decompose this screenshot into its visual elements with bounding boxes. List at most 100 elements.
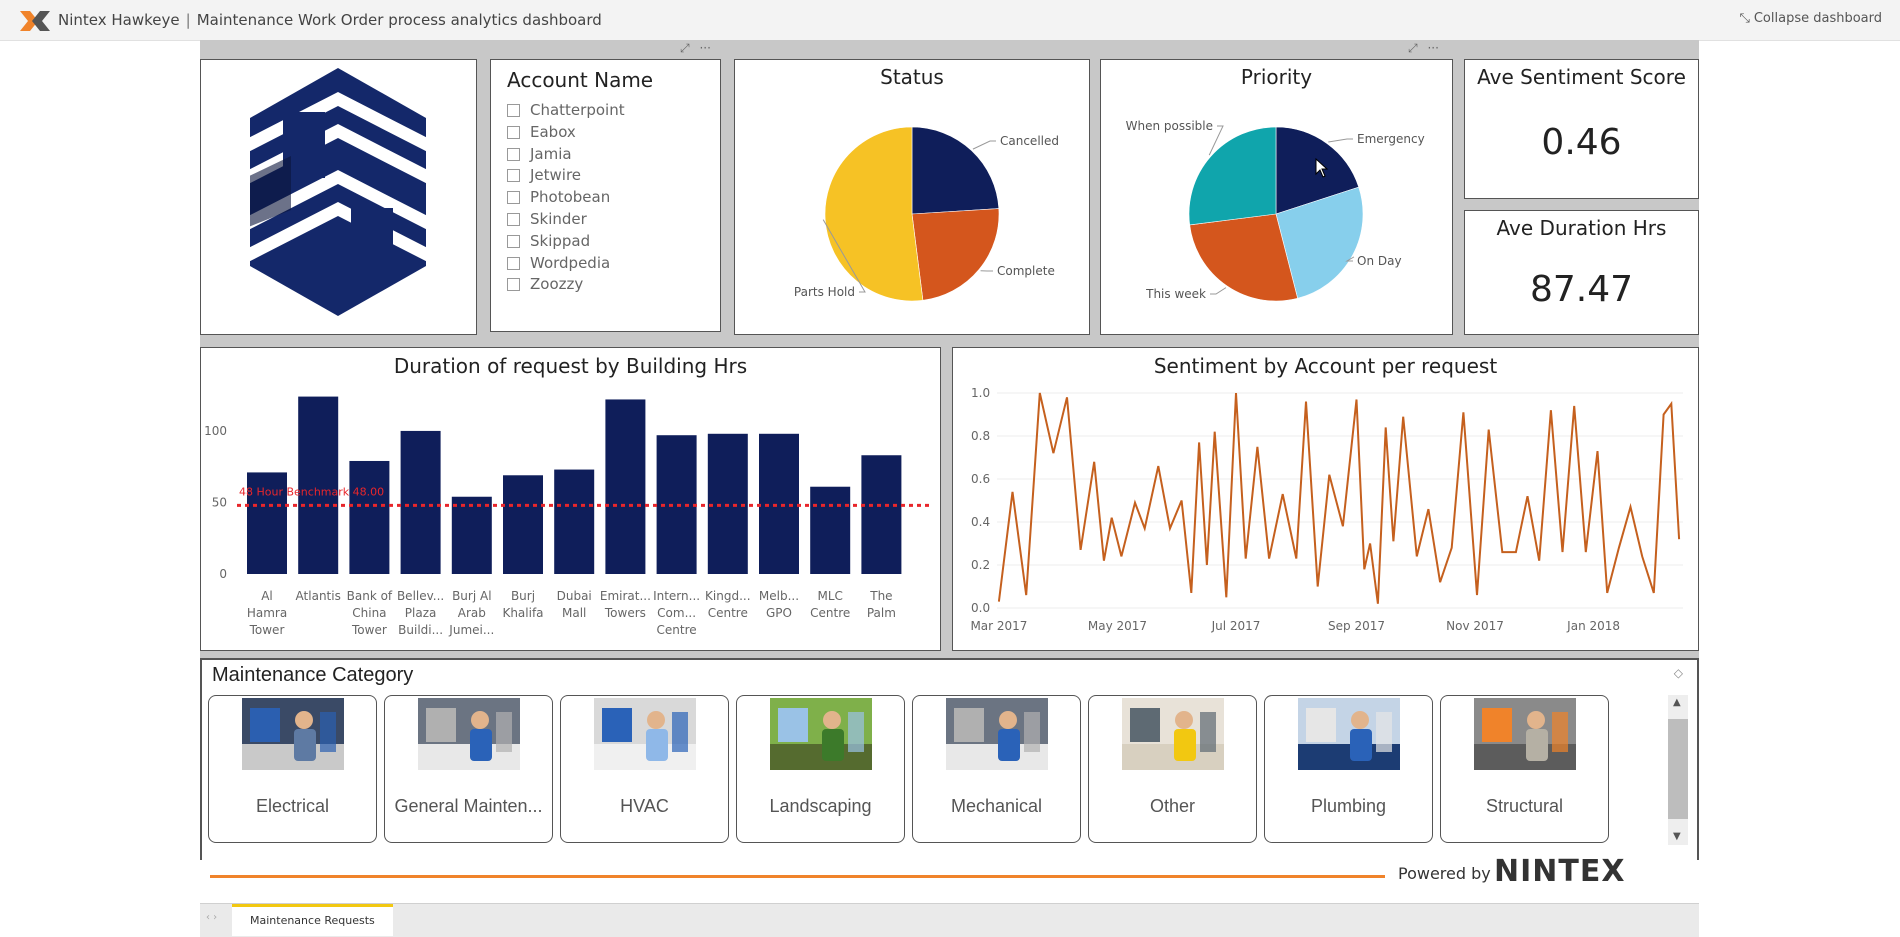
slicer-item-eabox[interactable]: Eabox — [507, 123, 576, 141]
category-label: HVAC — [561, 796, 728, 817]
x-tick-label: The — [869, 589, 892, 603]
status-leader-line — [973, 141, 996, 149]
footer-accent-line — [210, 875, 1385, 878]
category-card-general-mainten[interactable]: General Mainten... — [384, 695, 553, 843]
slicer-item-label: Skippad — [530, 232, 590, 250]
y-tick-label: 0.4 — [971, 515, 990, 529]
slicer-item-chatterpoint[interactable]: Chatterpoint — [507, 101, 625, 119]
status-slice-label: Parts Hold — [794, 285, 855, 299]
category-card-structural[interactable]: Structural — [1440, 695, 1609, 843]
category-card-hvac[interactable]: HVAC — [560, 695, 729, 843]
plumber-photo-icon — [1298, 698, 1400, 770]
bar[interactable] — [401, 431, 441, 574]
slicer-item-wordpedia[interactable]: Wordpedia — [507, 254, 610, 272]
category-card-other[interactable]: Other — [1088, 695, 1257, 843]
more-options-icon[interactable]: ··· — [1427, 41, 1438, 55]
bar[interactable] — [810, 487, 850, 574]
checkbox[interactable] — [507, 169, 520, 182]
x-tick-label: MLC — [817, 589, 842, 603]
scroll-thumb[interactable] — [1668, 719, 1688, 819]
x-tick-label: Burj Al — [452, 589, 491, 603]
x-tick-label: Burj — [511, 589, 535, 603]
slicer-item-skinder[interactable]: Skinder — [507, 210, 587, 228]
x-tick-label: Towers — [604, 606, 646, 620]
slicer-item-label: Chatterpoint — [530, 101, 625, 119]
category-label: Mechanical — [913, 796, 1080, 817]
slicer-item-photobean[interactable]: Photobean — [507, 188, 610, 206]
bar[interactable] — [349, 461, 389, 574]
eraser-icon[interactable]: ◇ — [1674, 666, 1683, 680]
priority-slice-when-possible[interactable] — [1189, 127, 1276, 225]
bar[interactable] — [503, 475, 543, 574]
checkbox[interactable] — [507, 278, 520, 291]
worker-photo-icon — [1122, 698, 1224, 770]
slicer-tile-tools: ⤢ ··· — [680, 41, 711, 56]
y-tick-label: 0.6 — [971, 472, 990, 486]
kpi-value: 0.46 — [1465, 122, 1698, 163]
nintex-wordmark: NINTEX — [1494, 854, 1625, 889]
y-tick-label: 0.8 — [971, 429, 990, 443]
slicer-item-label: Jetwire — [530, 166, 581, 184]
tab-maintenance-requests[interactable]: Maintenance Requests — [232, 904, 393, 936]
checkbox[interactable] — [507, 148, 520, 161]
bar[interactable] — [554, 470, 594, 574]
status-slice-cancelled[interactable] — [912, 127, 999, 214]
bar[interactable] — [861, 455, 901, 574]
status-slice-label: Cancelled — [1000, 134, 1059, 148]
slicer-item-skippad[interactable]: Skippad — [507, 232, 590, 250]
y-tick-label: 50 — [212, 495, 227, 509]
x-tick-label: GPO — [766, 606, 792, 620]
collapse-icon: ⤡ — [1739, 11, 1749, 26]
category-card-electrical[interactable]: Electrical — [208, 695, 377, 843]
bar[interactable] — [452, 497, 492, 574]
sentiment-series-line[interactable] — [999, 393, 1679, 604]
category-label: Plumbing — [1265, 796, 1432, 817]
x-tick-label: Buildi... — [398, 623, 443, 637]
status-slice-parts-hold[interactable] — [825, 127, 923, 301]
x-tick-label: Atlantis — [296, 589, 341, 603]
bar[interactable] — [605, 399, 645, 574]
category-card-mechanical[interactable]: Mechanical — [912, 695, 1081, 843]
kpi-value: 87.47 — [1465, 269, 1698, 310]
more-options-icon[interactable]: ··· — [699, 41, 710, 55]
status-slice-complete[interactable] — [912, 209, 999, 301]
slicer-item-jetwire[interactable]: Jetwire — [507, 166, 581, 184]
page-nav-arrows-icon[interactable]: ‹ › — [206, 912, 217, 923]
x-tick-label: Arab — [458, 606, 486, 620]
category-label: Electrical — [209, 796, 376, 817]
nintex-x-logo-icon — [18, 9, 52, 33]
slicer-item-label: Jamia — [530, 145, 572, 163]
focus-mode-icon[interactable]: ⤢ — [1408, 41, 1418, 55]
y-tick-label: 1.0 — [971, 386, 990, 400]
focus-mode-icon[interactable]: ⤢ — [680, 41, 690, 55]
slicer-item-jamia[interactable]: Jamia — [507, 145, 572, 163]
x-tick-label: Com... — [657, 606, 696, 620]
account-name-slicer: Account Name Chatterpoint Eabox Jamia Je… — [490, 59, 721, 332]
vertical-scrollbar[interactable]: ▲ ▼ — [1668, 695, 1688, 845]
checkbox[interactable] — [507, 213, 520, 226]
x-tick-label: Jul 2017 — [1211, 619, 1261, 633]
x-tick-label: Palm — [867, 606, 896, 620]
x-tick-label: Bellev... — [397, 589, 444, 603]
category-card-plumbing[interactable]: Plumbing — [1264, 695, 1433, 843]
scroll-down-arrow-icon[interactable]: ▼ — [1673, 831, 1681, 842]
collapse-dashboard-button[interactable]: ⤡Collapse dashboard — [1739, 11, 1882, 26]
checkbox[interactable] — [507, 126, 520, 139]
checkbox[interactable] — [507, 257, 520, 270]
x-tick-label: Al — [261, 589, 273, 603]
checkbox[interactable] — [507, 104, 520, 117]
checkbox[interactable] — [507, 191, 520, 204]
priority-slice-label: This week — [1145, 287, 1206, 301]
category-label: Landscaping — [737, 796, 904, 817]
slicer-item-zoozzy[interactable]: Zoozzy — [507, 275, 583, 293]
scroll-up-arrow-icon[interactable]: ▲ — [1673, 697, 1681, 708]
category-card-landscaping[interactable]: Landscaping — [736, 695, 905, 843]
category-label: Structural — [1441, 796, 1608, 817]
checkbox[interactable] — [507, 235, 520, 248]
